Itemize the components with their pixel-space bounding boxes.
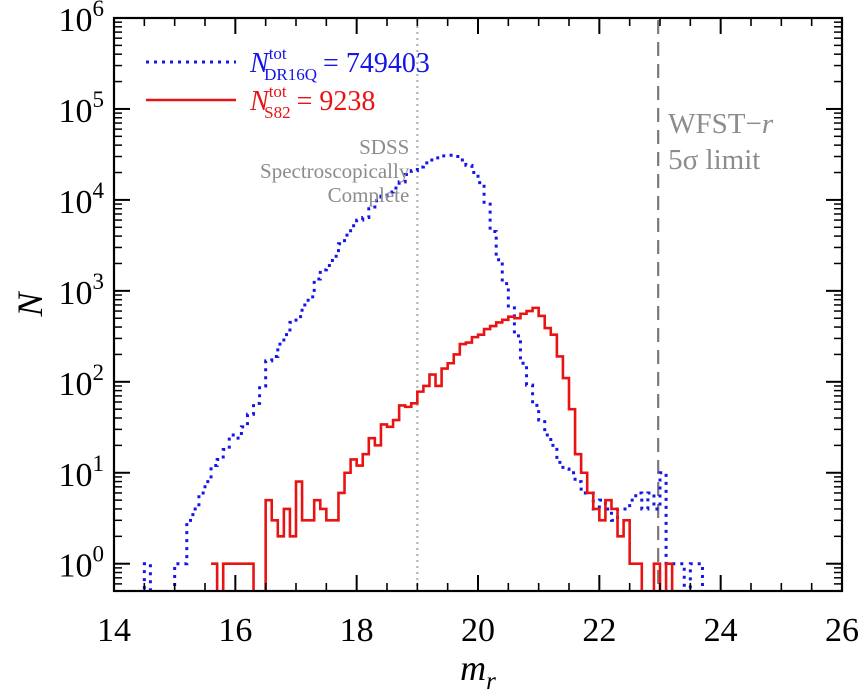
x-tick-label: 22: [582, 612, 616, 649]
reference-label-line: Complete: [328, 183, 410, 207]
y-tick-label: 106: [59, 0, 105, 39]
x-tick-label: 24: [704, 612, 738, 649]
y-tick-label: 104: [59, 178, 105, 221]
reference-label-line: WFST−r: [668, 108, 774, 140]
axes: 14 16 18 20 22 24 26 100 101 102 103 104 105 106 mr N: [10, 0, 859, 691]
x-tick-label: 20: [461, 612, 495, 649]
x-tick-label: 14: [97, 612, 131, 649]
reference-label-line: Spectroscopically: [260, 159, 410, 183]
reference-label-line: 5σ limit: [668, 144, 760, 176]
y-tick-label: 105: [59, 87, 105, 130]
plot-area: [142, 20, 704, 591]
x-tick-label: 18: [340, 612, 374, 649]
y-tick-label: 100: [59, 542, 105, 585]
series-line-s82: [211, 306, 674, 591]
series-line-dr16q: [142, 153, 704, 591]
y-tick-label: 101: [59, 451, 105, 494]
y-tick-label: 103: [59, 269, 105, 312]
series-s82: [211, 306, 674, 591]
series-dr16q: [142, 153, 704, 591]
legend-label-s82: Ntot S82 = 9238: [249, 82, 375, 122]
x-tick-label: 26: [825, 612, 859, 649]
x-axis-label: mr: [460, 648, 496, 691]
y-tick-label: 102: [59, 360, 105, 403]
reference-label-line: SDSS: [359, 135, 409, 159]
axis-frame: [112, 16, 844, 593]
y-axis-label: N: [10, 291, 50, 318]
legend-label-dr16q: Ntot DR16Q = 749403: [249, 44, 430, 84]
x-tick-label: 16: [218, 612, 252, 649]
